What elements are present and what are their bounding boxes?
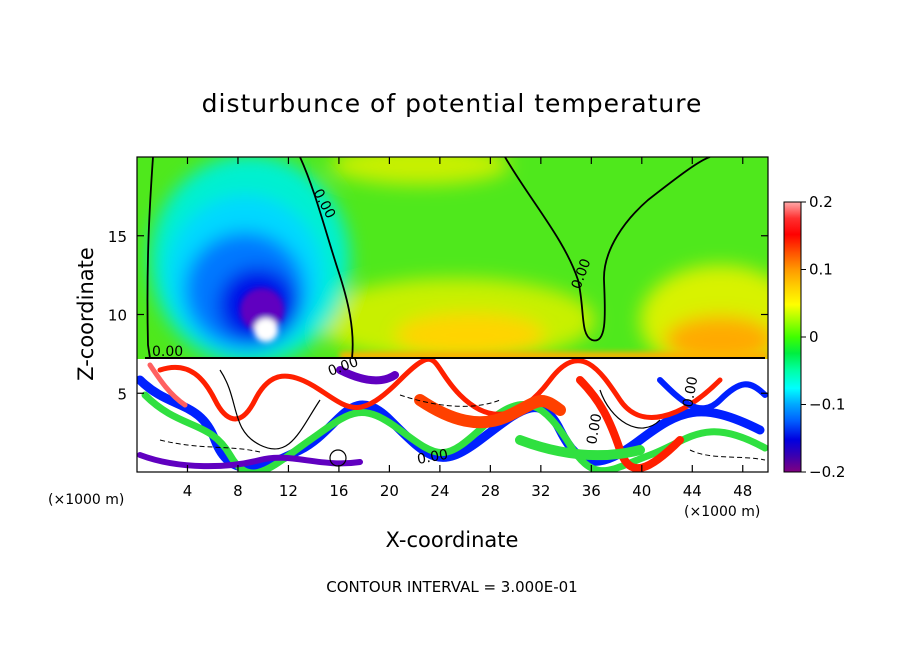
- turbulent-band: [157, 359, 723, 422]
- x-tick-label: 36: [582, 482, 601, 500]
- warm-band-44-core: [665, 316, 768, 360]
- turbulent-band: [657, 377, 768, 412]
- y-tick-label: 5: [117, 385, 127, 403]
- colorbar-scale: [783, 201, 802, 473]
- colorbar-tick-label: 0: [809, 328, 819, 346]
- x-tick-label: 28: [481, 482, 500, 500]
- x-unit-right: (×1000 m): [684, 504, 760, 520]
- warm-band-28-core: [395, 313, 545, 357]
- lower-contour: [399, 394, 501, 407]
- x-tick-label: 40: [632, 482, 651, 500]
- x-tick-label: 16: [329, 482, 348, 500]
- x-tick-label: 48: [733, 482, 752, 500]
- x-tick-label: 20: [380, 482, 399, 500]
- colorbar-tick-label: −0.2: [809, 463, 845, 481]
- lower-layer: [137, 359, 768, 472]
- turbulent-band: [147, 362, 188, 408]
- contour-lines: [145, 157, 766, 467]
- x-tick-label: 4: [183, 482, 193, 500]
- x-tick-label: 32: [531, 482, 550, 500]
- colorbar-tick-label: 0.1: [809, 261, 833, 279]
- contour-label: 0.00: [584, 412, 605, 445]
- interface-warm-strip: [340, 352, 768, 360]
- turbulent-band: [336, 366, 399, 385]
- zero-contour: [504, 157, 711, 342]
- x-unit-left: (×1000 m): [48, 492, 124, 508]
- x-tick-label: 12: [279, 482, 298, 500]
- lower-contour: [329, 449, 347, 467]
- heatmap-field: 0.00 0.00 0.00 0.00 0.00 0.00 0.00: [137, 157, 768, 472]
- contour-interval-note: CONTOUR INTERVAL = 3.000E-01: [326, 578, 577, 596]
- contour-label: 0.00: [152, 344, 183, 360]
- x-tick-label: 8: [233, 482, 243, 500]
- turbulent-band: [141, 391, 768, 472]
- zero-contour: [146, 157, 154, 359]
- contour-label: 0.00: [416, 447, 449, 468]
- colorbar-tick-label: 0.2: [809, 193, 833, 211]
- x-tick-label: 24: [430, 482, 449, 500]
- lower-contour: [689, 449, 766, 461]
- lower-contour: [159, 439, 261, 453]
- turbulent-band: [515, 435, 645, 461]
- x-axis-ticks: 4 8 12 16 20 24 28 32 36 40 44 48: [183, 157, 752, 500]
- turbulent-band: [137, 375, 765, 472]
- y-axis-label: Z-coordinate: [74, 247, 98, 381]
- y-axis-ticks: 5 10 15: [108, 228, 768, 403]
- y-tick-label: 15: [108, 228, 127, 246]
- lower-contour: [599, 389, 661, 429]
- turbulent-band: [137, 452, 363, 470]
- lower-contour: [219, 369, 321, 450]
- contour-label: 0.00: [680, 375, 701, 408]
- x-tick-label: 44: [683, 482, 702, 500]
- turbulent-band: [414, 394, 566, 429]
- colorbar-tick-label: −0.1: [809, 396, 845, 414]
- zero-contour: [299, 157, 354, 359]
- x-axis-label: X-coordinate: [386, 528, 519, 552]
- colorbar: 0.2 0.1 0 −0.1 −0.2: [783, 193, 845, 481]
- warm-top: [330, 157, 510, 185]
- colorbar-ticks: 0.2 0.1 0 −0.1 −0.2: [801, 193, 845, 481]
- chart-title: disturbunce of potential temperature: [202, 89, 703, 118]
- y-tick-label: 10: [108, 307, 127, 325]
- upper-layer: [137, 157, 768, 360]
- cold-anomaly-white: [254, 318, 278, 342]
